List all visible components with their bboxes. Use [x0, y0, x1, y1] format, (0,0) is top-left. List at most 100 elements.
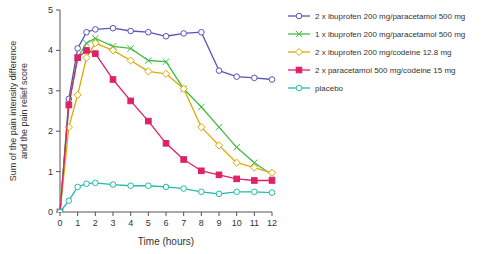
x-tick — [95, 212, 96, 216]
point — [128, 98, 134, 104]
legend-label: 2 x ibuprofen 200 mg/paracetamol 500 mg — [315, 12, 465, 21]
point — [181, 31, 187, 37]
point — [199, 189, 205, 195]
point — [215, 142, 222, 149]
legend-label: 2 x ibuprofen 200 mg/codeine 12.8 mg — [315, 48, 452, 57]
point — [75, 55, 81, 61]
point — [198, 104, 204, 110]
x-tick-label: 4 — [128, 218, 133, 228]
point — [252, 178, 258, 184]
point — [57, 209, 63, 212]
point — [233, 144, 239, 150]
series-line — [60, 50, 272, 212]
series-line — [60, 43, 272, 212]
point — [268, 169, 275, 176]
point — [251, 164, 258, 171]
x-tick — [148, 212, 149, 216]
x-tick-label: 9 — [216, 218, 221, 228]
point — [233, 159, 240, 166]
y-tick — [56, 131, 60, 132]
point — [127, 57, 134, 64]
legend-item: 2 x ibuprofen 200 mg/paracetamol 500 mg — [288, 12, 465, 21]
point — [269, 178, 275, 184]
point — [180, 85, 187, 92]
x-tick — [254, 212, 255, 216]
x-tick-label: 2 — [93, 218, 98, 228]
series-line — [60, 38, 272, 212]
point — [84, 181, 90, 187]
x-tick-label: 1 — [75, 218, 80, 228]
legend-item: 2 x ibuprofen 200 mg/codeine 12.8 mg — [288, 48, 452, 57]
chart: 0123456789101112012345Time (hours)Sum of… — [0, 0, 500, 254]
x-tick — [236, 212, 237, 216]
legend-marker — [295, 48, 302, 55]
y-tick-label: 5 — [48, 5, 53, 15]
y-axis-line — [60, 10, 61, 212]
series-line — [60, 183, 272, 212]
point — [110, 25, 116, 31]
y-tick-label: 3 — [48, 86, 53, 96]
point — [163, 184, 169, 190]
legend-label: 2 x paracetamol 500 mg/codeine 15 mg — [315, 66, 456, 75]
series — [57, 35, 275, 212]
point — [110, 182, 116, 188]
series-line — [60, 28, 272, 212]
point — [199, 29, 205, 35]
point — [181, 186, 187, 192]
point — [75, 184, 81, 190]
point — [145, 68, 152, 75]
y-tick-label: 0 — [48, 207, 53, 217]
point — [198, 124, 205, 131]
point — [252, 189, 258, 195]
point — [146, 29, 152, 35]
legend: 2 x ibuprofen 200 mg/paracetamol 500 mg 1… — [288, 12, 465, 93]
y-tick — [56, 171, 60, 172]
axes: 0123456789101112012345 — [48, 5, 277, 228]
point — [83, 40, 89, 46]
x-tick-label: 5 — [146, 218, 151, 228]
x-tick — [60, 212, 61, 216]
x-axis-label: Time (hours) — [138, 236, 194, 247]
x-tick-label: 12 — [267, 218, 277, 228]
point — [75, 46, 81, 52]
series — [57, 48, 275, 212]
legend-label: 1 x ibuprofen 200 mg/paracetamol 500 mg — [315, 30, 465, 39]
y-tick-label: 2 — [48, 126, 53, 136]
point — [216, 191, 222, 197]
point — [145, 57, 151, 63]
legend-label: placebo — [315, 84, 344, 93]
point — [199, 168, 205, 174]
point — [216, 172, 222, 178]
x-tick-label: 11 — [250, 218, 259, 228]
point — [163, 33, 169, 39]
point — [234, 74, 240, 80]
point — [109, 47, 116, 54]
x-tick — [130, 212, 131, 216]
y-tick — [56, 10, 60, 11]
x-tick-label: 8 — [199, 218, 204, 228]
y-tick — [56, 90, 60, 91]
point — [127, 45, 133, 51]
y-axis-label: Sum of the pain intensity differenceand … — [8, 41, 29, 181]
point — [128, 28, 134, 34]
y-axis-label-line: and the pain relief score — [19, 63, 29, 159]
point — [57, 209, 63, 212]
legend-item: placebo — [288, 84, 344, 93]
point — [234, 189, 240, 195]
point — [163, 141, 169, 147]
y-tick — [56, 50, 60, 51]
point — [93, 51, 99, 57]
x-tick — [113, 212, 114, 216]
point — [83, 54, 90, 61]
point — [269, 77, 275, 83]
point — [93, 180, 99, 186]
point — [234, 176, 240, 182]
point — [66, 102, 72, 108]
legend-item: 1 x ibuprofen 200 mg/paracetamol 500 mg — [288, 30, 465, 39]
point — [162, 70, 169, 77]
x-tick-label: 10 — [232, 218, 242, 228]
point — [66, 102, 72, 108]
y-axis-label-line: Sum of the pain intensity difference — [8, 41, 18, 181]
point — [163, 59, 169, 65]
point — [84, 48, 90, 54]
